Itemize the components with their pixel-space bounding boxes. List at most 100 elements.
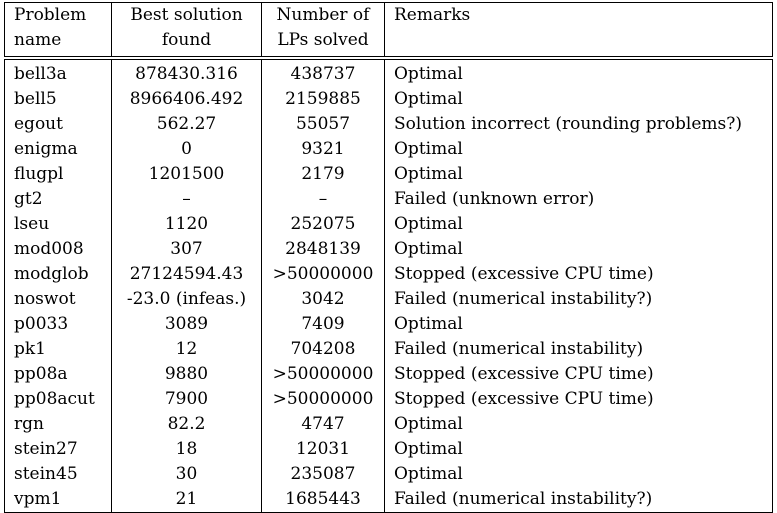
header-line: Number of xyxy=(276,5,370,25)
lps-solved-cell: 252075 xyxy=(261,212,385,237)
problem-name-cell: bell5 xyxy=(4,87,112,112)
lps-solved-cell: 7409 xyxy=(261,312,385,337)
header-line: Problem xyxy=(14,5,87,25)
problem-name-cell: vpm1 xyxy=(4,487,112,513)
table-row: noswot -23.0 (infeas.) 3042 Failed (numeric… xyxy=(4,287,773,312)
lps-solved-cell: >50000000 xyxy=(261,362,385,387)
best-solution-cell: 3089 xyxy=(111,312,262,337)
results-table: Problem name Best solution found Number … xyxy=(4,2,773,513)
table-row: bell5 8966406.492 2159885 Optimal xyxy=(4,87,773,112)
problem-name-cell: gt2 xyxy=(4,187,112,212)
remarks-cell: Failed (numerical instability?) xyxy=(384,487,773,513)
header-problem-name: Problem name xyxy=(4,2,112,58)
problem-name-cell: lseu xyxy=(4,212,112,237)
header-line: LPs solved xyxy=(277,29,369,50)
best-solution-cell: 30 xyxy=(111,462,262,487)
remarks-cell: Stopped (excessive CPU time) xyxy=(384,387,773,412)
table-row: stein27 18 12031 Optimal xyxy=(4,437,773,462)
problem-name-cell: stein27 xyxy=(4,437,112,462)
table-row: lseu 1120 252075 Optimal xyxy=(4,212,773,237)
lps-solved-cell: >50000000 xyxy=(261,262,385,287)
lps-solved-cell: 12031 xyxy=(261,437,385,462)
problem-name-cell: pk1 xyxy=(4,337,112,362)
table-row: enigma 0 9321 Optimal xyxy=(4,137,773,162)
lps-solved-cell: 2848139 xyxy=(261,237,385,262)
best-solution-cell: 9880 xyxy=(111,362,262,387)
best-solution-cell: 1120 xyxy=(111,212,262,237)
table-row: vpm1 21 1685443 Failed (numerical instabili… xyxy=(4,487,773,513)
problem-name-cell: pp08a xyxy=(4,362,112,387)
header-line: found xyxy=(161,29,212,50)
table-row: stein45 30 235087 Optimal xyxy=(4,462,773,487)
header-line: Best solution xyxy=(130,5,243,25)
lps-solved-cell: 2159885 xyxy=(261,87,385,112)
remarks-cell: Failed (numerical instability) xyxy=(384,337,773,362)
best-solution-cell: 12 xyxy=(111,337,262,362)
table-body: bell3a 878430.316 438737 Optimal bell5 896640… xyxy=(4,58,773,513)
problem-name-cell: bell3a xyxy=(4,58,112,87)
lps-solved-cell: 4747 xyxy=(261,412,385,437)
best-solution-cell: 27124594.43 xyxy=(111,262,262,287)
remarks-cell: Optimal xyxy=(384,412,773,437)
remarks-cell: Optimal xyxy=(384,87,773,112)
problem-name-cell: flugpl xyxy=(4,162,112,187)
remarks-cell: Optimal xyxy=(384,137,773,162)
table-row: bell3a 878430.316 438737 Optimal xyxy=(4,58,773,87)
lps-solved-cell: 2179 xyxy=(261,162,385,187)
table-row: gt2– – Failed (unknown error) xyxy=(4,187,773,212)
problem-name-cell: stein45 xyxy=(4,462,112,487)
problem-name-cell: egout xyxy=(4,112,112,137)
best-solution-cell: – xyxy=(111,187,262,212)
best-solution-cell: 7900 xyxy=(111,387,262,412)
problem-name-cell: noswot xyxy=(4,287,112,312)
best-solution-cell: 0 xyxy=(111,137,262,162)
problem-name-cell: enigma xyxy=(4,137,112,162)
table-row: flugpl 1201500 2179 Optimal xyxy=(4,162,773,187)
lps-solved-cell: 704208 xyxy=(261,337,385,362)
header-line: name xyxy=(14,29,62,50)
table-row: egout 562.27 55057 Solution incorrect (roun… xyxy=(4,112,773,137)
remarks-cell: Optimal xyxy=(384,462,773,487)
table-row: mod008 307 2848139 Optimal xyxy=(4,237,773,262)
best-solution-cell: 18 xyxy=(111,437,262,462)
best-solution-cell: 1201500 xyxy=(111,162,262,187)
remarks-cell: Optimal xyxy=(384,162,773,187)
problem-name-cell: p0033 xyxy=(4,312,112,337)
lps-solved-cell: 9321 xyxy=(261,137,385,162)
remarks-cell: Optimal xyxy=(384,237,773,262)
best-solution-cell: 82.2 xyxy=(111,412,262,437)
table-header: Problem name Best solution found Number … xyxy=(4,2,773,58)
lps-solved-cell: – xyxy=(261,187,385,212)
header-best-solution: Best solution found xyxy=(111,2,262,58)
lps-solved-cell: 438737 xyxy=(261,58,385,87)
lps-solved-cell: 55057 xyxy=(261,112,385,137)
remarks-cell: Failed (numerical instability?) xyxy=(384,287,773,312)
lps-solved-cell: 235087 xyxy=(261,462,385,487)
lps-solved-cell: >50000000 xyxy=(261,387,385,412)
table-row: pk1 12 704208 Failed (numerical instability… xyxy=(4,337,773,362)
best-solution-cell: 8966406.492 xyxy=(111,87,262,112)
best-solution-cell: 878430.316 xyxy=(111,58,262,87)
problem-name-cell: modglob xyxy=(4,262,112,287)
problem-name-cell: rgn xyxy=(4,412,112,437)
best-solution-cell: -23.0 (infeas.) xyxy=(111,287,262,312)
table-row: rgn 82.2 4747 Optimal xyxy=(4,412,773,437)
remarks-cell: Optimal xyxy=(384,212,773,237)
remarks-cell: Failed (unknown error) xyxy=(384,187,773,212)
remarks-cell: Stopped (excessive CPU time) xyxy=(384,262,773,287)
header-row: Problem name Best solution found Number … xyxy=(4,2,773,58)
table-row: pp08a 9880 >50000000 Stopped (excessive CPU… xyxy=(4,362,773,387)
remarks-cell: Solution incorrect (rounding problems?) xyxy=(384,112,773,137)
best-solution-cell: 307 xyxy=(111,237,262,262)
best-solution-cell: 562.27 xyxy=(111,112,262,137)
table-row: pp08acut 7900 >50000000 Stopped (excessive … xyxy=(4,387,773,412)
header-line: Remarks xyxy=(394,5,471,25)
table-row: p0033 3089 7409 Optimal xyxy=(4,312,773,337)
best-solution-cell: 21 xyxy=(111,487,262,513)
remarks-cell: Stopped (excessive CPU time) xyxy=(384,362,773,387)
lps-solved-cell: 1685443 xyxy=(261,487,385,513)
remarks-cell: Optimal xyxy=(384,437,773,462)
problem-name-cell: mod008 xyxy=(4,237,112,262)
remarks-cell: Optimal xyxy=(384,58,773,87)
lps-solved-cell: 3042 xyxy=(261,287,385,312)
